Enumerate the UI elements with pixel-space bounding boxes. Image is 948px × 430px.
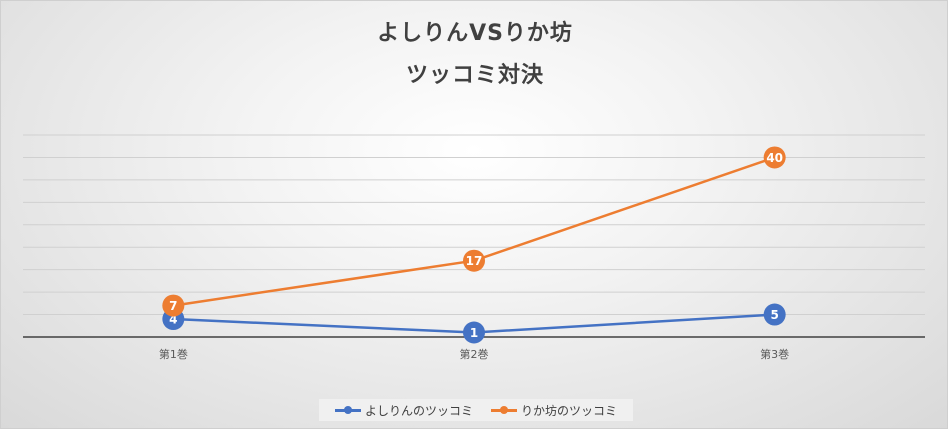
legend: よしりんのツッコミ りか坊のツッコミ (319, 399, 633, 421)
legend-item-yoshirin: よしりんのツッコミ (334, 402, 473, 419)
legend-item-rikabou: りか坊のツッコミ (491, 402, 617, 419)
data-label: 7 (169, 299, 177, 313)
data-point (763, 146, 786, 169)
data-point (162, 294, 185, 317)
x-tick-label: 第2巻 (460, 347, 489, 361)
data-label: 1 (470, 326, 478, 340)
data-label: 40 (766, 151, 783, 165)
legend-swatch-yoshirin (334, 405, 361, 415)
x-tick-label: 第1巻 (159, 347, 188, 361)
chart-title-line-1: よしりんVSりか坊 (377, 21, 573, 46)
data-point (463, 249, 485, 272)
chart-title-line-2: ツッコミ対決 (405, 63, 544, 88)
data-point (763, 303, 786, 326)
data-label: 17 (466, 254, 483, 268)
data-label: 4 (169, 313, 177, 327)
x-tick-label: 第3巻 (760, 347, 789, 361)
data-point (463, 321, 485, 344)
legend-label-rikabou: りか坊のツッコミ (521, 403, 618, 418)
data-label: 5 (770, 308, 778, 322)
legend-swatch-rikabou (491, 405, 517, 415)
legend-label-yoshirin: よしりんのツッコミ (364, 403, 473, 418)
